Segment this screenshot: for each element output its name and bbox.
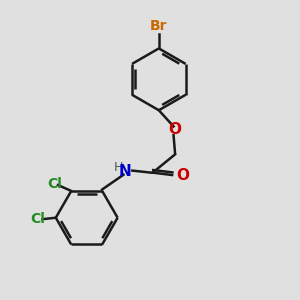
Text: H: H — [114, 161, 124, 174]
Text: O: O — [176, 168, 190, 183]
Text: O: O — [169, 122, 182, 137]
Text: N: N — [118, 164, 131, 179]
Text: Br: Br — [150, 19, 168, 33]
Text: Cl: Cl — [48, 177, 62, 190]
Text: Cl: Cl — [31, 212, 46, 226]
